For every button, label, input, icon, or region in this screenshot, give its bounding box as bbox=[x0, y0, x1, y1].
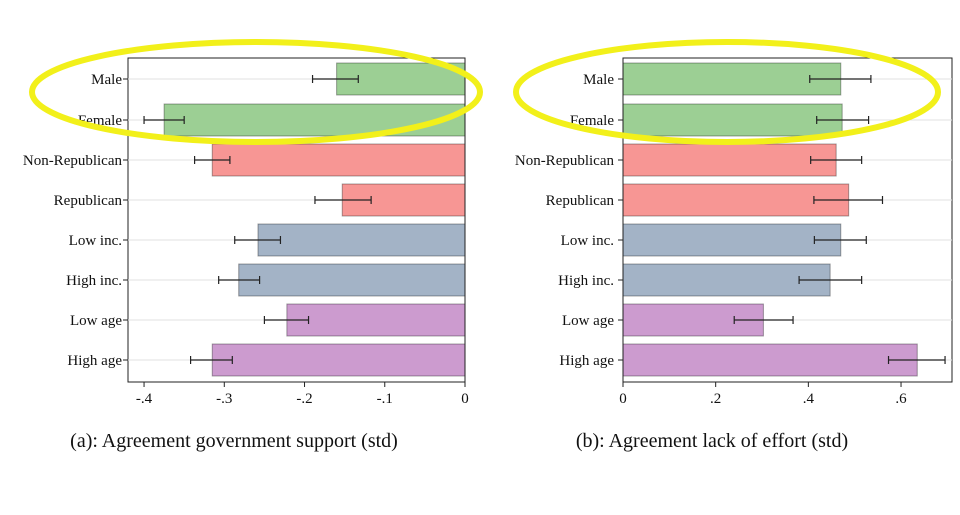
error-bar-high-inc bbox=[218, 276, 261, 284]
category-label-high-inc: High inc. bbox=[66, 273, 122, 289]
x-tick-label: .2 bbox=[710, 391, 721, 407]
error-bar-female bbox=[143, 116, 185, 124]
error-bar-low-age bbox=[263, 316, 310, 324]
highlight-ellipse-b bbox=[513, 39, 941, 145]
category-label-male: Male bbox=[91, 72, 122, 88]
error-bar-low-inc bbox=[234, 236, 282, 244]
category-label-non-republican: Non-Republican bbox=[23, 153, 123, 169]
bar-high-inc bbox=[622, 263, 831, 297]
category-label-male: Male bbox=[583, 72, 614, 88]
panel-b: Male Female Non-Republican Republican Low in… bbox=[515, 57, 953, 452]
error-bar-low-inc bbox=[813, 236, 867, 244]
category-label-low-inc: Low inc. bbox=[69, 233, 122, 249]
bar-low-age bbox=[286, 303, 466, 337]
panel-caption: (b): Agreement lack of effort (std) bbox=[576, 430, 848, 452]
bar-low-inc bbox=[257, 223, 466, 257]
error-bar-high-age bbox=[887, 356, 946, 364]
category-label-female: Female bbox=[570, 113, 614, 129]
x-tick-label: -.2 bbox=[296, 391, 312, 407]
category-label-non-republican: Non-Republican bbox=[515, 153, 615, 169]
error-bar-male bbox=[311, 75, 359, 83]
bar-female bbox=[622, 103, 843, 137]
category-label-low-age: Low age bbox=[562, 313, 614, 329]
category-label-low-inc: Low inc. bbox=[561, 233, 614, 249]
error-bar-republican bbox=[314, 196, 372, 204]
category-label-low-age: Low age bbox=[70, 313, 122, 329]
bar-high-inc bbox=[238, 263, 466, 297]
category-label-republican: Republican bbox=[546, 193, 615, 209]
error-bar-non-republican bbox=[810, 156, 863, 164]
x-tick-label: .4 bbox=[803, 391, 815, 407]
error-bar-republican bbox=[813, 196, 884, 204]
bar-low-inc bbox=[622, 223, 842, 257]
category-label-high-inc: High inc. bbox=[558, 273, 614, 289]
bar-non-republican bbox=[211, 143, 466, 177]
error-bar-non-republican bbox=[193, 156, 231, 164]
bar-male bbox=[622, 62, 842, 96]
error-bar-low-age bbox=[733, 316, 794, 324]
x-tick-label: -.3 bbox=[216, 391, 232, 407]
x-tick-label: -.4 bbox=[136, 391, 153, 407]
category-label-high-age: High age bbox=[559, 353, 614, 369]
bar-high-age bbox=[622, 343, 918, 377]
error-bar-male bbox=[809, 75, 872, 83]
bar-republican bbox=[622, 183, 850, 217]
category-label-high-age: High age bbox=[67, 353, 122, 369]
x-tick-label: 0 bbox=[619, 391, 627, 407]
x-tick-label: -.1 bbox=[377, 391, 393, 407]
bar-female bbox=[163, 103, 466, 137]
error-bar-female bbox=[816, 116, 870, 124]
bar-high-age bbox=[211, 343, 466, 377]
category-label-republican: Republican bbox=[54, 193, 123, 209]
error-bar-high-age bbox=[189, 356, 233, 364]
highlight-ellipse-a bbox=[29, 39, 483, 145]
error-bar-high-inc bbox=[798, 276, 863, 284]
x-tick-label: .6 bbox=[895, 391, 907, 407]
panel-caption: (a): Agreement government support (std) bbox=[70, 430, 398, 452]
x-tick-label: 0 bbox=[461, 391, 469, 407]
bar-non-republican bbox=[622, 143, 837, 177]
